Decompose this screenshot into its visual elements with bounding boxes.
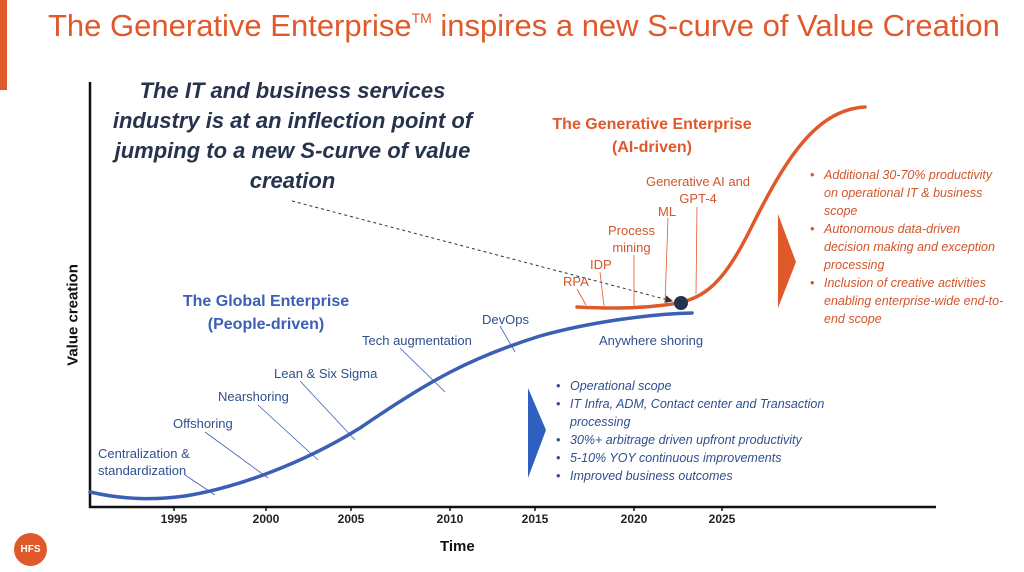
milestone-centralization: Centralization & standardization xyxy=(98,446,190,478)
x-tick-label: 2010 xyxy=(436,512,464,526)
milestone-lean-six-sigma: Lean & Six Sigma xyxy=(274,366,378,381)
milestone-nearshoring: Nearshoring xyxy=(218,389,289,404)
milestone-idp: IDP xyxy=(590,257,612,272)
global-enterprise-label: The Global Enterprise (People-driven) xyxy=(182,293,350,333)
milestone-rpa: RPA xyxy=(563,274,589,289)
milestone-anywhere-shoring: Anywhere shoring xyxy=(599,333,704,348)
accent-bar xyxy=(0,0,7,90)
leader-idp xyxy=(599,271,605,307)
leader-genai xyxy=(695,206,698,295)
list-item: Operational scope xyxy=(554,377,874,395)
milestone-process-mining: Process mining xyxy=(608,223,655,255)
milestone-ml: ML xyxy=(658,204,677,219)
leader-rpa xyxy=(576,288,587,306)
leader-nearshoring xyxy=(257,404,319,461)
list-item: Inclusion of creative activities enablin… xyxy=(808,274,1004,328)
milestone-devops: DevOps xyxy=(482,312,529,327)
y-axis-label: Value creation xyxy=(64,264,82,366)
x-tick-label: 2025 xyxy=(708,512,736,526)
x-tick-label: 2020 xyxy=(620,512,648,526)
list-item: Autonomous data-driven decision making a… xyxy=(808,220,1004,274)
generative-enterprise-curve xyxy=(575,105,867,310)
list-item: 5-10% YOY continuous improvements xyxy=(554,449,874,467)
global-enterprise-curve xyxy=(88,311,694,501)
leader-lean xyxy=(299,380,356,441)
generative-enterprise-label: The Generative Enterprise (AI-driven) xyxy=(552,116,752,156)
milestone-offshoring: Offshoring xyxy=(173,416,233,431)
milestone-tech-augmentation: Tech augmentation xyxy=(362,333,472,348)
x-tick-label: 2000 xyxy=(252,512,280,526)
leader-tech xyxy=(399,347,446,393)
leader-ml xyxy=(664,217,669,304)
milestone-generative-ai: Generative AI and GPT-4 xyxy=(645,174,751,206)
global-enterprise-bullets: Operational scope IT Infra, ADM, Contact… xyxy=(554,377,874,485)
x-tick-label: 2005 xyxy=(337,512,365,526)
hfs-logo: HFS xyxy=(14,533,47,566)
x-axis-label: Time xyxy=(440,538,475,555)
blue-chevron-icon xyxy=(528,388,546,478)
inflection-point-marker xyxy=(674,296,688,310)
leader-centralization xyxy=(184,474,216,496)
orange-chevron-icon xyxy=(778,214,796,308)
leader-offshoring xyxy=(204,431,269,479)
x-tick-label: 1995 xyxy=(160,512,188,526)
list-item: IT Infra, ADM, Contact center and Transa… xyxy=(554,395,874,431)
list-item: 30%+ arbitrage driven upfront productivi… xyxy=(554,431,874,449)
x-tick-label: 2015 xyxy=(521,512,549,526)
slide-title: The Generative EnterpriseTM inspires a n… xyxy=(48,8,1000,43)
list-item: Improved business outcomes xyxy=(554,467,874,485)
leader-devops xyxy=(499,325,516,353)
headline-text: The IT and business services industry is… xyxy=(112,78,473,193)
list-item: Additional 30-70% productivity on operat… xyxy=(808,166,1004,220)
generative-enterprise-bullets: Additional 30-70% productivity on operat… xyxy=(808,166,1004,328)
